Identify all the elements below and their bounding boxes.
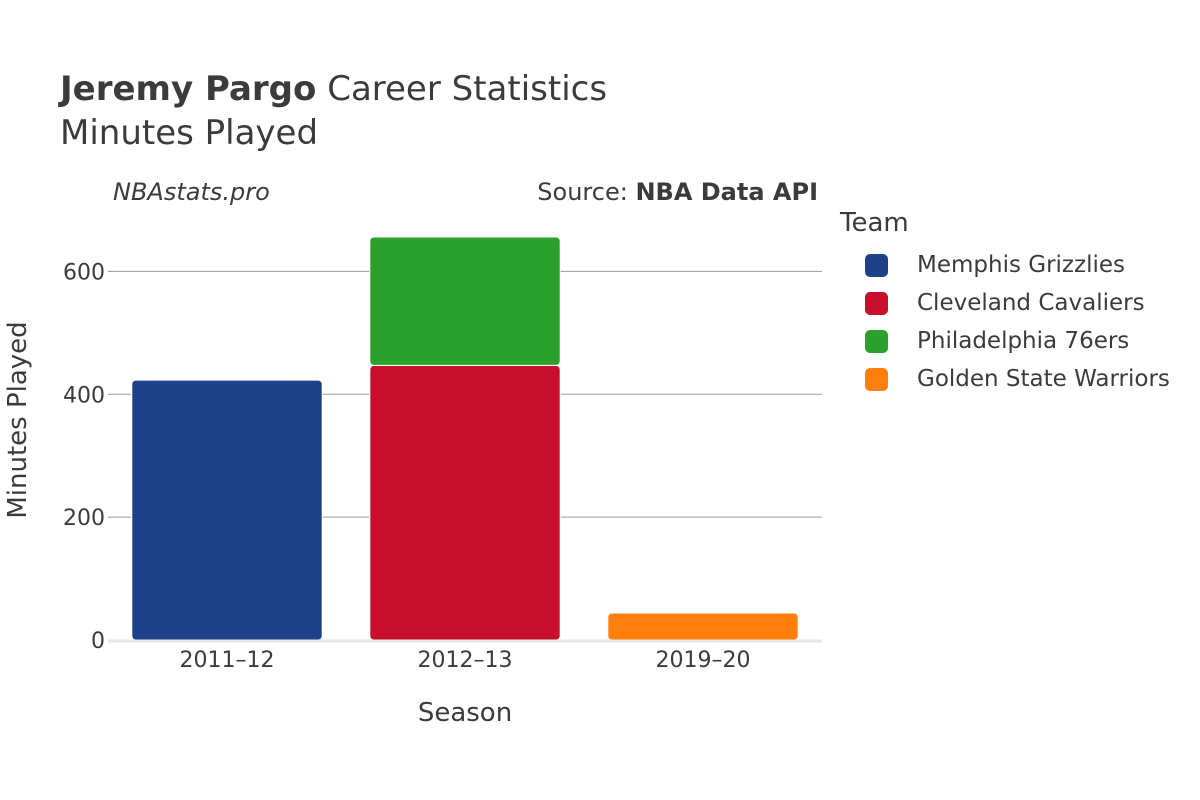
bar-philadelphia-76ers-1[interactable] [369, 236, 561, 366]
legend-label: Cleveland Cavaliers [917, 290, 1145, 316]
legend-swatch [865, 253, 888, 277]
y-tick-label: 200 [63, 506, 105, 531]
y-tick-label: 0 [91, 629, 105, 654]
x-tick-label: 2011–12 [180, 648, 275, 673]
chart-title: Jeremy Pargo Career Statistics [60, 68, 607, 110]
chart-subtitle: Minutes Played [60, 113, 319, 153]
legend-swatch [865, 291, 888, 315]
legend-item-golden-state-warriors[interactable]: Golden State Warriors [840, 360, 1195, 398]
legend-title: Team [840, 208, 909, 238]
bar-cleveland-cavaliers-1[interactable] [369, 364, 561, 641]
source-prefix: Source: [537, 178, 636, 206]
legend: Team Memphis Grizzlies Cleveland Cavalie… [840, 208, 1195, 398]
legend-label: Golden State Warriors [917, 366, 1170, 392]
y-tick-label: 400 [63, 383, 105, 408]
legend-item-cleveland-cavaliers[interactable]: Cleveland Cavaliers [840, 284, 1195, 322]
x-tick-label: 2012–13 [418, 648, 513, 673]
source-credit: Source: NBA Data API [537, 178, 818, 206]
bar-memphis-grizzlies-0[interactable] [131, 379, 323, 641]
bar-golden-state-warriors-2[interactable] [607, 612, 799, 641]
y-tick-label: 600 [63, 260, 105, 285]
legend-label: Memphis Grizzlies [917, 252, 1125, 278]
legend-label: Philadelphia 76ers [917, 328, 1130, 354]
watermark: NBAstats.pro [113, 178, 270, 206]
x-axis-title: Season [418, 698, 512, 728]
legend-swatch [865, 367, 888, 391]
source-name: NBA Data API [635, 178, 818, 206]
player-name: Jeremy Pargo [60, 69, 317, 109]
axes: 0 200 400 600 2011–12 2012–13 2019–20 [63, 260, 822, 673]
x-tick-label: 2019–20 [656, 648, 751, 673]
y-axis-title: Minutes Played [3, 321, 33, 518]
bars [131, 236, 799, 641]
legend-item-philadelphia-76ers[interactable]: Philadelphia 76ers [840, 322, 1195, 360]
legend-item-memphis-grizzlies[interactable]: Memphis Grizzlies [840, 246, 1195, 284]
legend-swatch [865, 329, 888, 353]
title-suffix: Career Statistics [316, 69, 608, 109]
